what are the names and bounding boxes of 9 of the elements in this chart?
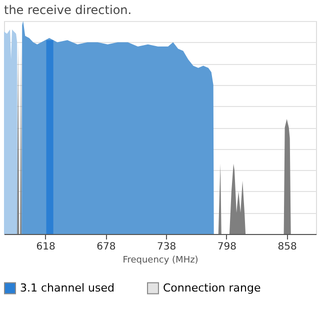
- legend-label: 3.1 channel used: [20, 281, 114, 294]
- x-tick-label: 618: [36, 242, 56, 252]
- chart-title: the receive direction.: [4, 3, 132, 17]
- legend-label: Connection range: [163, 281, 261, 294]
- x-tick-label: 678: [96, 242, 116, 252]
- x-axis-title: Frequency (MHz): [122, 256, 198, 266]
- x-tick-label: 798: [217, 242, 236, 252]
- x-tick-label: 858: [278, 242, 297, 252]
- x-tick-label: 738: [156, 242, 176, 252]
